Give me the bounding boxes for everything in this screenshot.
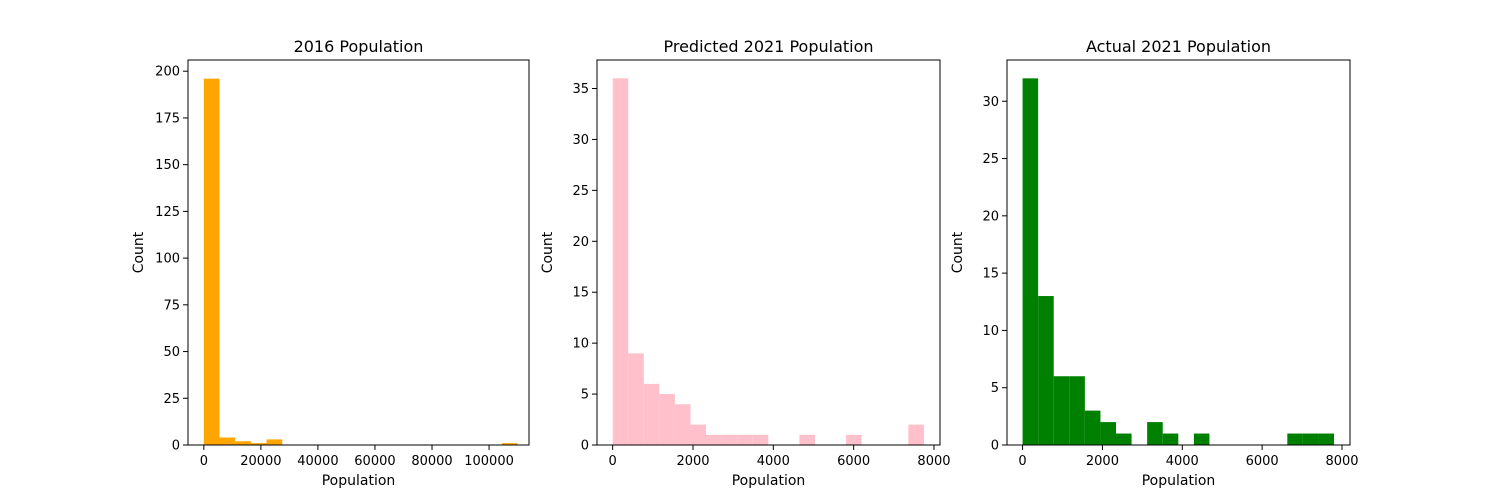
x-axis-label: Population — [1142, 473, 1216, 489]
y-tick-label: 175 — [155, 111, 180, 126]
y-tick-label: 50 — [163, 345, 180, 360]
histogram-bar-1 — [1038, 296, 1054, 445]
x-axis-ticks: 0 20000 40000 60000 80000 100000 — [200, 445, 514, 469]
y-tick-label: 5 — [581, 388, 589, 403]
panel-actual-2021-population: 0 5 10 15 20 25 30 0 2000 4000 6000 8000 Actual 20… — [950, 37, 1359, 489]
histogram-bar-11 — [1193, 433, 1210, 445]
panel-2016-population: 0 25 50 75 100 125 150 175 200 0 20000 40000 60000 8… — [131, 37, 530, 489]
histogram-bar-18 — [1302, 433, 1319, 445]
y-tick-label: 75 — [163, 298, 180, 313]
histogram-bar-0 — [1022, 78, 1039, 445]
x-tick-label: 6000 — [837, 454, 870, 469]
y-tick-label: 0 — [581, 439, 589, 454]
y-axis-ticks: 0 5 10 15 20 25 30 — [982, 95, 1007, 454]
x-tick-label: 0 — [609, 454, 617, 469]
histogram-bar-8 — [737, 434, 753, 445]
axes-frame — [596, 59, 941, 446]
x-tick-label: 0 — [200, 454, 208, 469]
y-axis-ticks: 0 5 10 15 20 25 30 35 — [572, 82, 597, 454]
x-tick-label: 100000 — [464, 454, 514, 469]
histogram-bar-1 — [219, 437, 236, 445]
x-tick-label: 60000 — [354, 454, 395, 469]
histogram-bar-4 — [266, 439, 283, 445]
x-tick-label: 4000 — [1166, 454, 1199, 469]
chart-title: Actual 2021 Population — [1086, 37, 1271, 56]
x-tick-label: 20000 — [240, 454, 281, 469]
histogram-bars — [1022, 78, 1335, 445]
histogram-bars — [612, 78, 924, 445]
histogram-bar-3 — [250, 443, 267, 445]
y-tick-label: 125 — [155, 205, 180, 220]
axes-frame — [187, 59, 530, 446]
x-axis-label: Population — [732, 473, 806, 489]
x-axis-ticks: 0 2000 4000 6000 8000 — [1018, 445, 1359, 469]
y-tick-label: 100 — [155, 252, 180, 267]
histogram-bar-19 — [1318, 433, 1335, 445]
chart-title: 2016 Population — [294, 37, 424, 56]
histogram-bar-6 — [1116, 433, 1132, 445]
histogram-bar-0 — [612, 78, 629, 445]
y-tick-label: 150 — [155, 158, 180, 173]
y-tick-label: 30 — [982, 95, 999, 110]
histogram-bar-19 — [501, 443, 518, 445]
histogram-bar-4 — [674, 404, 691, 445]
chart-title: Predicted 2021 Population — [663, 37, 873, 56]
x-tick-label: 80000 — [411, 454, 452, 469]
axes-frame — [1006, 59, 1351, 446]
y-axis-ticks: 0 25 50 75 100 125 150 175 200 — [155, 65, 188, 454]
x-tick-label: 40000 — [297, 454, 338, 469]
x-tick-label: 4000 — [757, 454, 790, 469]
y-tick-label: 35 — [572, 82, 589, 97]
y-tick-label: 20 — [572, 235, 589, 250]
x-tick-label: 6000 — [1246, 454, 1279, 469]
histogram-bar-0 — [203, 78, 220, 445]
histogram-bars — [203, 78, 518, 445]
y-axis-label: Count — [540, 231, 556, 273]
y-tick-label: 25 — [572, 184, 589, 199]
y-tick-label: 30 — [572, 133, 589, 148]
panel-predicted-2021-population: 0 5 10 15 20 25 30 35 0 2000 4000 6000 8000 Predict… — [540, 37, 951, 489]
histogram-bar-8 — [1147, 422, 1163, 445]
histogram-bar-5 — [690, 424, 707, 445]
histogram-bar-7 — [721, 434, 738, 445]
histogram-bar-1 — [628, 353, 644, 445]
histogram-bar-17 — [1287, 433, 1303, 445]
y-tick-label: 10 — [572, 337, 589, 352]
x-tick-label: 8000 — [1325, 454, 1358, 469]
x-tick-label: 8000 — [917, 454, 950, 469]
histogram-bar-19 — [908, 424, 924, 445]
y-tick-label: 0 — [991, 439, 999, 454]
histogram-bar-3 — [659, 394, 675, 445]
histogram-bar-9 — [1162, 433, 1179, 445]
y-tick-label: 200 — [155, 65, 180, 80]
histogram-bar-2 — [235, 441, 251, 445]
x-tick-label: 0 — [1018, 454, 1026, 469]
y-axis-label: Count — [950, 231, 966, 273]
histogram-bar-6 — [706, 434, 722, 445]
y-tick-label: 20 — [982, 209, 999, 224]
y-tick-label: 25 — [982, 152, 999, 167]
histogram-bar-3 — [1069, 376, 1085, 445]
histogram-bar-5 — [1100, 422, 1117, 445]
x-axis-label: Population — [322, 473, 396, 489]
y-tick-label: 5 — [991, 381, 999, 396]
y-tick-label: 25 — [163, 392, 180, 407]
y-tick-label: 15 — [572, 286, 589, 301]
x-axis-ticks: 0 2000 4000 6000 8000 — [609, 445, 951, 469]
x-tick-label: 2000 — [676, 454, 709, 469]
y-tick-label: 10 — [982, 324, 999, 339]
y-axis-label: Count — [131, 231, 147, 273]
x-tick-label: 2000 — [1086, 454, 1119, 469]
histogram-bar-15 — [846, 434, 862, 445]
y-tick-label: 0 — [172, 439, 180, 454]
y-tick-label: 15 — [982, 267, 999, 282]
histogram-bar-2 — [1053, 376, 1070, 445]
histogram-bar-9 — [752, 434, 769, 445]
histogram-bar-4 — [1084, 410, 1101, 445]
histogram-bar-12 — [799, 434, 815, 445]
histogram-bar-2 — [643, 383, 660, 445]
